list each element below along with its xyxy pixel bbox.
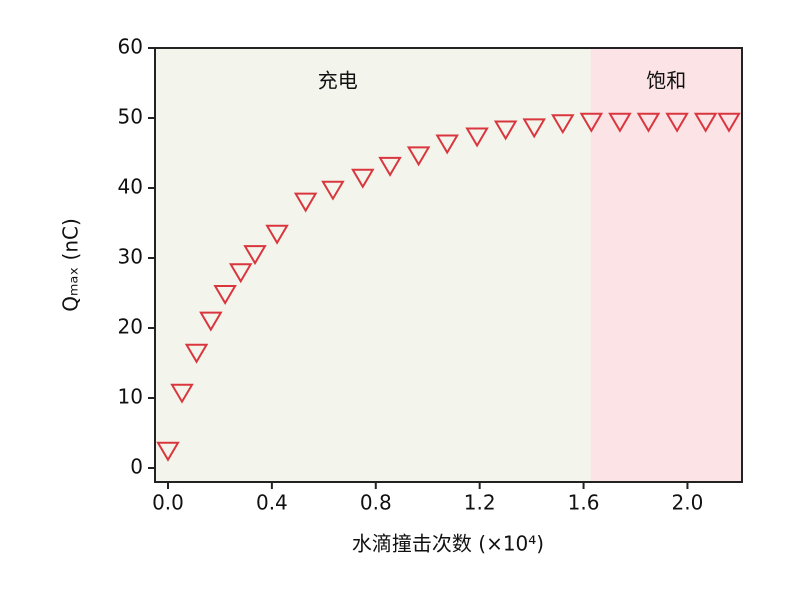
marker — [265, 224, 289, 245]
marker — [170, 383, 194, 404]
x-tick-label: 0.0 — [152, 491, 184, 515]
x-tick-label: 1.2 — [464, 491, 496, 515]
marks — [156, 112, 741, 462]
y-tick-label: 50 — [118, 105, 143, 129]
marker — [156, 441, 180, 462]
marker — [717, 112, 741, 133]
marker — [228, 263, 253, 284]
y-tick-label: 20 — [118, 315, 143, 339]
marker — [406, 146, 431, 167]
region — [590, 48, 742, 482]
marker — [321, 180, 345, 201]
marker — [693, 112, 718, 133]
x-tick-label: 1.6 — [568, 491, 600, 515]
x-tick-label: 0.8 — [360, 491, 392, 515]
x-tick-label: 0.4 — [256, 491, 288, 515]
marker — [293, 192, 318, 213]
marker — [608, 112, 632, 133]
y-axis-label: Qₘₐₓ (nC) — [59, 218, 83, 312]
marker — [184, 343, 209, 364]
x-tick-label: 2.0 — [672, 491, 704, 515]
marker — [435, 134, 459, 155]
marker — [243, 245, 267, 266]
y-tick-label: 60 — [118, 35, 143, 59]
marker — [493, 120, 518, 141]
marker — [579, 112, 604, 133]
plot-frame — [154, 47, 743, 483]
y-tick-label: 10 — [118, 385, 143, 409]
marker — [665, 112, 689, 133]
y-tick-label: 40 — [118, 175, 143, 199]
marker — [199, 311, 223, 332]
marker — [465, 127, 489, 148]
marker — [551, 114, 575, 135]
y-tick-label: 30 — [118, 245, 143, 269]
marker — [351, 168, 375, 189]
region — [155, 48, 591, 482]
marker — [378, 156, 402, 177]
marker — [636, 112, 661, 133]
region-label: 饱和 — [646, 69, 686, 93]
region-label: 充电 — [318, 69, 358, 93]
x-axis-label: 水滴撞击次数 (×10⁴) — [352, 532, 544, 556]
marker — [213, 285, 237, 305]
y-tick-label: 0 — [130, 455, 143, 479]
regions — [155, 48, 742, 482]
marker — [522, 118, 546, 139]
